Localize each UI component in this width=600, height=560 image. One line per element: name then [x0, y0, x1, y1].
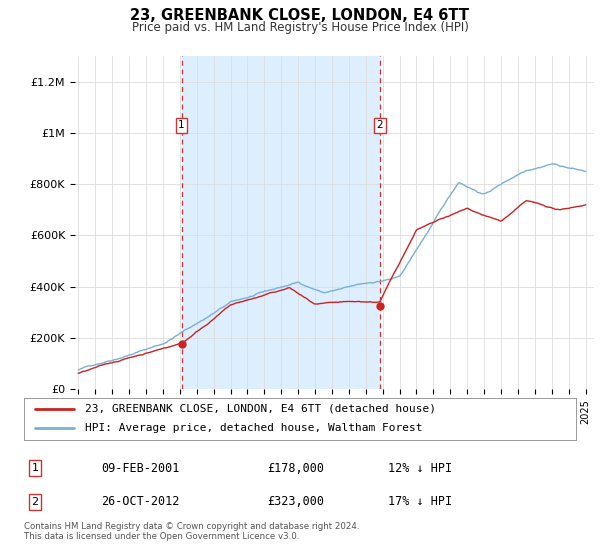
Text: 23, GREENBANK CLOSE, LONDON, E4 6TT (detached house): 23, GREENBANK CLOSE, LONDON, E4 6TT (det… [85, 404, 436, 414]
Text: 17% ↓ HPI: 17% ↓ HPI [388, 495, 452, 508]
Text: 1: 1 [178, 120, 185, 130]
Text: Contains HM Land Registry data © Crown copyright and database right 2024.
This d: Contains HM Land Registry data © Crown c… [24, 522, 359, 542]
Text: 23, GREENBANK CLOSE, LONDON, E4 6TT: 23, GREENBANK CLOSE, LONDON, E4 6TT [131, 8, 470, 24]
Text: 09-FEB-2001: 09-FEB-2001 [101, 461, 179, 475]
Text: 2: 2 [376, 120, 383, 130]
Text: £323,000: £323,000 [267, 495, 324, 508]
Text: 26-OCT-2012: 26-OCT-2012 [101, 495, 179, 508]
Text: £178,000: £178,000 [267, 461, 324, 475]
Bar [182, 56, 380, 389]
Text: Price paid vs. HM Land Registry's House Price Index (HPI): Price paid vs. HM Land Registry's House … [131, 21, 469, 34]
Text: 2: 2 [31, 497, 38, 507]
Text: 12% ↓ HPI: 12% ↓ HPI [388, 461, 452, 475]
Text: HPI: Average price, detached house, Waltham Forest: HPI: Average price, detached house, Walt… [85, 423, 422, 433]
Text: 1: 1 [32, 463, 38, 473]
